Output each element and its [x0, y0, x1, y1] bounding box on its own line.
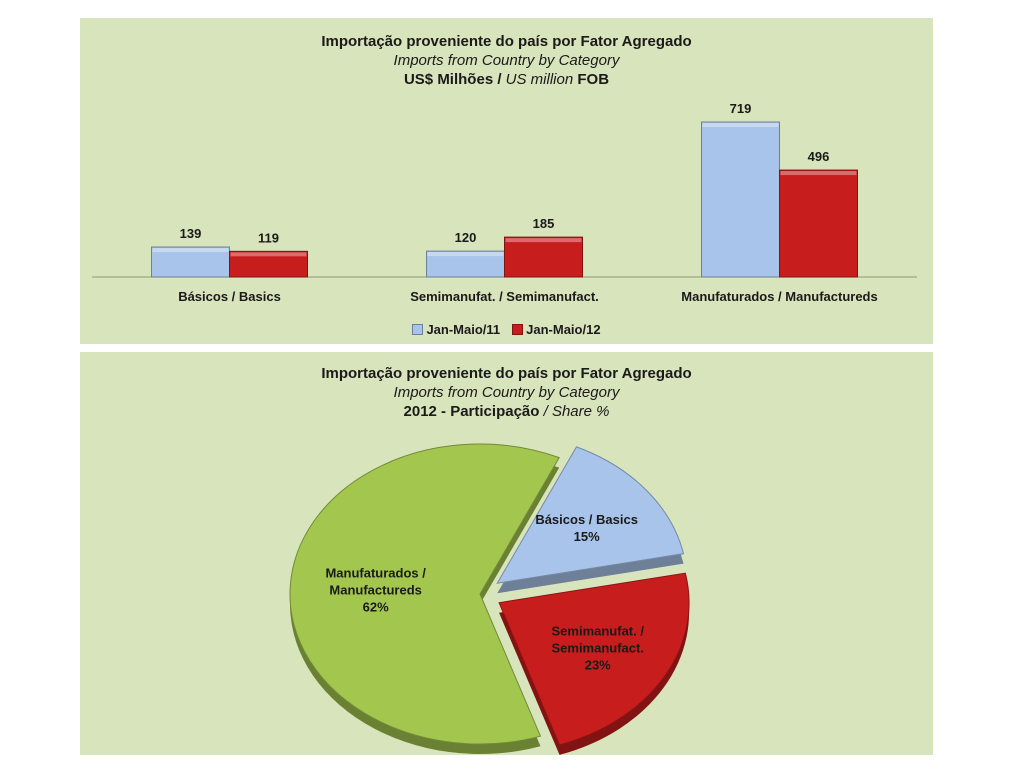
category-label: Manufaturados / Manufactureds [681, 289, 877, 304]
bar-chart-title: Importação proveniente do país por Fator… [321, 33, 692, 50]
bar-value-label: 139 [180, 226, 202, 241]
pie-slice-label: Semimanufact. [551, 641, 643, 656]
pie-slice-label: 62% [363, 600, 389, 615]
bar-chart-legend: Jan-Maio/11 Jan-Maio/12 [80, 322, 933, 337]
bar-jan-maio-11-1 [426, 250, 505, 278]
legend-item: Jan-Maio/11 [412, 322, 500, 337]
bar-chart-unit-b: FOB [577, 71, 610, 88]
bar-jan-maio-12-2 [779, 169, 858, 278]
bar-value-label: 119 [258, 230, 279, 245]
bar-chart-subtitle: Imports from Country by Category [393, 52, 620, 69]
bar-chart-panel: Importação proveniente do país por Fator… [80, 18, 933, 344]
pie-slice-label: 23% [585, 658, 611, 673]
pie-slice-label: Manufactureds [329, 583, 421, 598]
legend-label: Jan-Maio/11 [426, 322, 501, 337]
pie-chart-panel: Importação proveniente do país por Fator… [80, 352, 933, 755]
pie-chart-subtitle: Imports from Country by Category [393, 384, 620, 401]
pie-slice-2 [289, 443, 560, 755]
pie-chart-unit: 2012 - Participação / Share % [80, 402, 933, 421]
bar-chart-titles: Importação proveniente do país por Fator… [80, 32, 933, 89]
bar-jan-maio-12-1 [504, 236, 583, 278]
bar-value-label: 120 [455, 230, 477, 245]
category-label: Semimanufat. / Semimanufact. [410, 289, 599, 304]
legend-swatch [412, 324, 424, 335]
category-label: Básicos / Basics [178, 289, 281, 304]
bar-chart-unit-italic: US million [505, 71, 574, 88]
bar-value-label: 496 [808, 149, 830, 164]
legend-swatch [512, 324, 524, 335]
bar-chart-unit: US$ Milhões / US million FOB [80, 70, 933, 89]
bar-jan-maio-11-0 [151, 246, 230, 278]
bar-jan-maio-11-2 [701, 121, 780, 278]
pie-slice-label: 15% [574, 529, 600, 544]
bar-value-label: 185 [533, 216, 555, 231]
pie-slice-1 [498, 572, 690, 755]
bar-jan-maio-12-0 [229, 250, 308, 278]
bar-value-label: 719 [730, 101, 752, 116]
pie-chart-unit-bold: 2012 - Participação [403, 403, 540, 420]
pie-chart-title: Importação proveniente do país por Fator… [321, 365, 692, 382]
pie-chart-unit-italic: / Share % [543, 403, 610, 420]
pie-slice-label: Básicos / Basics [535, 512, 638, 527]
pie-chart-titles: Importação proveniente do país por Fator… [80, 364, 933, 421]
legend-label: Jan-Maio/12 [526, 322, 601, 337]
pie-slice-0 [496, 446, 685, 594]
pie-chart-plot: Básicos / Basics 15% Semimanufat. / Semiman… [289, 443, 690, 755]
pie-slice-label: Semimanufat. / [552, 624, 645, 639]
pie-slice-label: Manufaturados / [325, 566, 426, 581]
bar-chart-plot: 139 119 Básicos / Basics 120 185 Semimanufat.… [92, 101, 917, 304]
bar-chart-unit-a: US$ Milhões / [403, 71, 502, 88]
legend-item: Jan-Maio/12 [512, 322, 601, 337]
